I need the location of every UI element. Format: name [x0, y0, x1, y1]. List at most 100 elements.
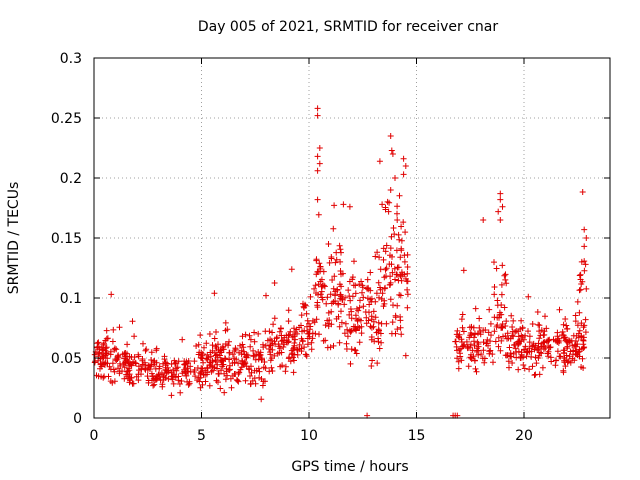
data-point [247, 336, 254, 343]
data-point [370, 308, 377, 315]
data-point [288, 266, 295, 273]
data-point [111, 378, 118, 385]
data-point [267, 342, 273, 348]
data-point [228, 384, 235, 391]
data-point [185, 381, 192, 388]
data-point [147, 363, 154, 370]
data-point [128, 362, 135, 369]
data-point [377, 284, 383, 291]
data-point [219, 358, 226, 364]
data-point [319, 294, 325, 301]
data-point [359, 284, 366, 291]
data-point [251, 338, 258, 345]
data-point [480, 327, 487, 334]
data-point [332, 298, 339, 304]
data-point [576, 327, 583, 334]
data-point [211, 364, 218, 371]
data-point [459, 311, 466, 318]
y-tick-label: 0 [73, 411, 82, 427]
data-point [376, 254, 383, 261]
data-point [581, 226, 588, 233]
data-point [271, 280, 278, 286]
data-point [521, 347, 528, 354]
data-point [581, 267, 588, 274]
data-point [330, 342, 337, 349]
data-point [95, 373, 102, 380]
data-point [95, 343, 102, 350]
data-point [250, 347, 257, 354]
data-point [243, 351, 250, 358]
data-point [116, 324, 123, 331]
data-point [201, 344, 207, 351]
data-point [480, 339, 487, 346]
data-point [128, 354, 135, 360]
data-points [91, 105, 590, 419]
data-point [471, 331, 478, 338]
data-point [478, 351, 485, 358]
data-point [552, 357, 559, 364]
data-point [578, 332, 585, 339]
data-point [526, 366, 533, 373]
data-point [365, 286, 372, 293]
data-point [236, 349, 242, 356]
data-point [372, 314, 379, 321]
data-point [398, 223, 405, 230]
data-point [119, 368, 125, 375]
data-point [383, 320, 390, 327]
data-point [100, 374, 107, 381]
data-point [532, 342, 539, 349]
data-point [497, 196, 504, 203]
data-point [299, 337, 306, 344]
data-point [277, 325, 284, 332]
data-point [352, 282, 359, 289]
data-point [183, 372, 190, 379]
data-point [389, 269, 396, 276]
data-point [231, 359, 238, 366]
x-tick-label: 15 [408, 428, 426, 444]
data-point [102, 347, 109, 354]
data-point [129, 380, 136, 387]
data-point [290, 369, 297, 376]
data-point [313, 290, 319, 296]
data-point [493, 265, 500, 272]
data-point [404, 304, 411, 311]
y-tick-label: 0.25 [51, 111, 82, 127]
data-point [391, 231, 398, 238]
data-point [270, 321, 277, 328]
data-point [502, 276, 509, 283]
data-point [486, 306, 493, 313]
data-point [475, 330, 481, 337]
data-point [271, 315, 278, 322]
data-point [382, 204, 389, 211]
data-point [344, 326, 351, 333]
data-point [215, 370, 222, 377]
data-point [394, 302, 401, 309]
data-point [314, 167, 321, 174]
data-point [268, 364, 275, 371]
data-point [455, 333, 462, 340]
data-point [582, 261, 589, 268]
data-point [331, 202, 338, 209]
data-point [330, 285, 337, 292]
data-point [397, 273, 404, 280]
data-point [501, 272, 508, 279]
data-point [468, 323, 475, 330]
data-point [179, 336, 186, 343]
data-point [316, 160, 323, 167]
data-point [560, 347, 567, 354]
data-point [390, 302, 396, 309]
data-point [165, 375, 172, 382]
data-point [535, 355, 542, 361]
data-point [460, 342, 467, 349]
data-point [382, 284, 389, 291]
data-point [510, 317, 517, 324]
data-point [562, 363, 569, 370]
data-point [111, 345, 118, 352]
data-point [245, 365, 252, 372]
data-point [109, 360, 116, 367]
data-point [327, 344, 334, 351]
data-point [497, 190, 504, 197]
data-point [581, 322, 588, 329]
data-point [148, 357, 155, 363]
